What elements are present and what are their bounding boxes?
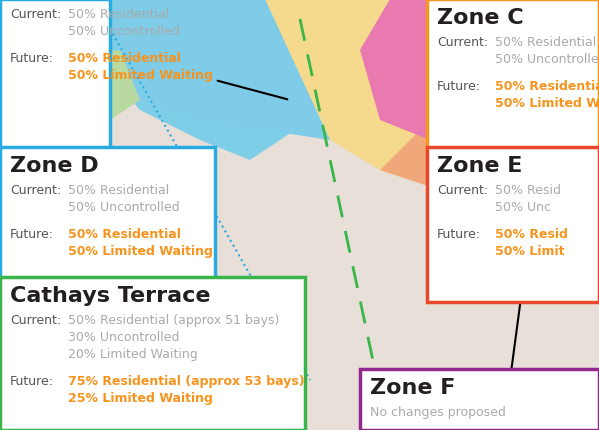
Text: 50% Limited W: 50% Limited W (495, 97, 599, 110)
Text: 50% Residential (approx 51 bays): 50% Residential (approx 51 bays) (68, 313, 279, 326)
Text: Current:: Current: (437, 184, 488, 197)
Text: 50% Resid: 50% Resid (495, 184, 561, 197)
Text: Future:: Future: (10, 52, 54, 65)
Bar (360, 369, 599, 430)
Text: Zone C: Zone C (437, 8, 524, 28)
Bar (0, 0, 110, 165)
Text: Future:: Future: (437, 80, 481, 93)
Text: 50% Residential: 50% Residential (68, 227, 181, 240)
Text: 75% Residential (approx 53 bays): 75% Residential (approx 53 bays) (68, 374, 305, 387)
Polygon shape (0, 150, 90, 221)
Text: Future:: Future: (10, 374, 54, 387)
Text: 50% Uncontrolled: 50% Uncontrolled (68, 200, 180, 214)
Text: Cathays Terrace: Cathays Terrace (10, 286, 210, 305)
Text: Future:: Future: (10, 227, 54, 240)
Text: Zone E: Zone E (437, 156, 522, 175)
Text: Future:: Future: (437, 227, 481, 240)
Text: 20% Limited Waiting: 20% Limited Waiting (68, 347, 198, 360)
Polygon shape (0, 51, 140, 150)
Polygon shape (400, 10, 540, 121)
Text: 50% Resid: 50% Resid (495, 227, 568, 240)
Text: Zone F: Zone F (370, 377, 455, 397)
Text: Current:: Current: (10, 8, 61, 21)
Polygon shape (90, 0, 370, 141)
Text: 50% Residential: 50% Residential (68, 8, 170, 21)
Text: 50% Limited Waiting: 50% Limited Waiting (68, 69, 213, 82)
Polygon shape (380, 81, 590, 250)
Text: Zone D: Zone D (10, 156, 99, 175)
Text: 50% Residential: 50% Residential (495, 80, 599, 93)
Text: 30% Uncontrolled: 30% Uncontrolled (68, 330, 180, 343)
Text: Current:: Current: (10, 313, 61, 326)
Bar (0, 277, 305, 430)
Text: No changes proposed: No changes proposed (370, 405, 506, 418)
Text: Current:: Current: (10, 184, 61, 197)
Text: 50% Residential: 50% Residential (68, 52, 181, 65)
Polygon shape (60, 0, 350, 161)
Text: 50% Limited Waiting: 50% Limited Waiting (68, 245, 213, 258)
Text: Current:: Current: (437, 36, 488, 49)
Text: 25% Limited Waiting: 25% Limited Waiting (68, 391, 213, 404)
Text: 50% Limit: 50% Limit (495, 245, 564, 258)
Text: 50% Unc: 50% Unc (495, 200, 551, 214)
Text: 50% Residential: 50% Residential (495, 36, 596, 49)
Bar (0, 147, 215, 290)
Bar (427, 0, 599, 165)
Bar (427, 147, 599, 302)
Polygon shape (265, 0, 530, 190)
Polygon shape (360, 0, 500, 141)
Text: 50% Uncontrolled: 50% Uncontrolled (68, 25, 180, 38)
Polygon shape (0, 91, 100, 181)
Text: 50% Residential: 50% Residential (68, 184, 170, 197)
Text: 50% Uncontrolled: 50% Uncontrolled (495, 53, 599, 66)
